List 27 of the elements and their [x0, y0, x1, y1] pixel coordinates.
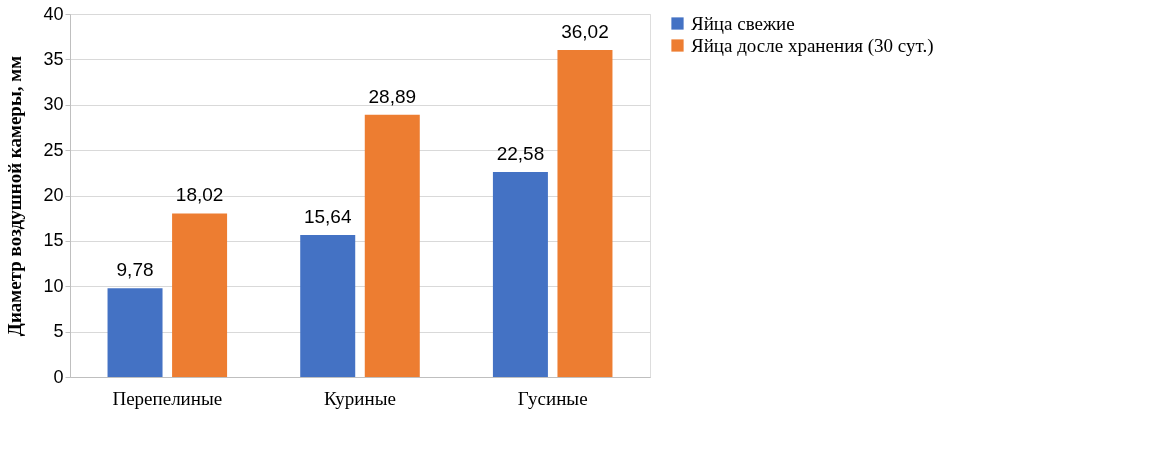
y-tick-label: 25	[43, 139, 64, 160]
y-tick-label: 5	[53, 321, 64, 342]
bar	[172, 213, 228, 377]
y-tick-label: 35	[43, 48, 64, 69]
y-tick-label: 15	[43, 230, 64, 251]
y-tick-label: 0	[53, 366, 64, 387]
data-label: 18,02	[175, 184, 224, 206]
bar	[107, 288, 163, 377]
y-tick-label: 40	[43, 3, 64, 24]
x-tick-label: Гусиные	[517, 387, 588, 409]
y-tick-label: 10	[43, 275, 64, 296]
y-tick-label: 20	[43, 185, 64, 205]
y-axis-title: Диаметр воздушной камеры, мм	[4, 55, 26, 337]
legend-label: Яйца досле хранения (30 сут.)	[691, 34, 934, 57]
data-label: 15,64	[303, 206, 352, 228]
y-tick-label: 30	[43, 94, 64, 115]
legend-label: Яйца свежие	[691, 12, 795, 34]
x-tick-label: Куриные	[324, 387, 396, 409]
data-label: 9,78	[116, 259, 154, 281]
bar	[557, 50, 613, 377]
bar	[492, 172, 548, 377]
x-tick-label: Перепелиные	[112, 387, 223, 409]
data-label: 22,58	[496, 143, 545, 165]
data-label: 36,02	[561, 21, 609, 43]
bar	[300, 235, 356, 377]
data-label: 28,89	[368, 85, 417, 107]
bar	[364, 114, 420, 377]
